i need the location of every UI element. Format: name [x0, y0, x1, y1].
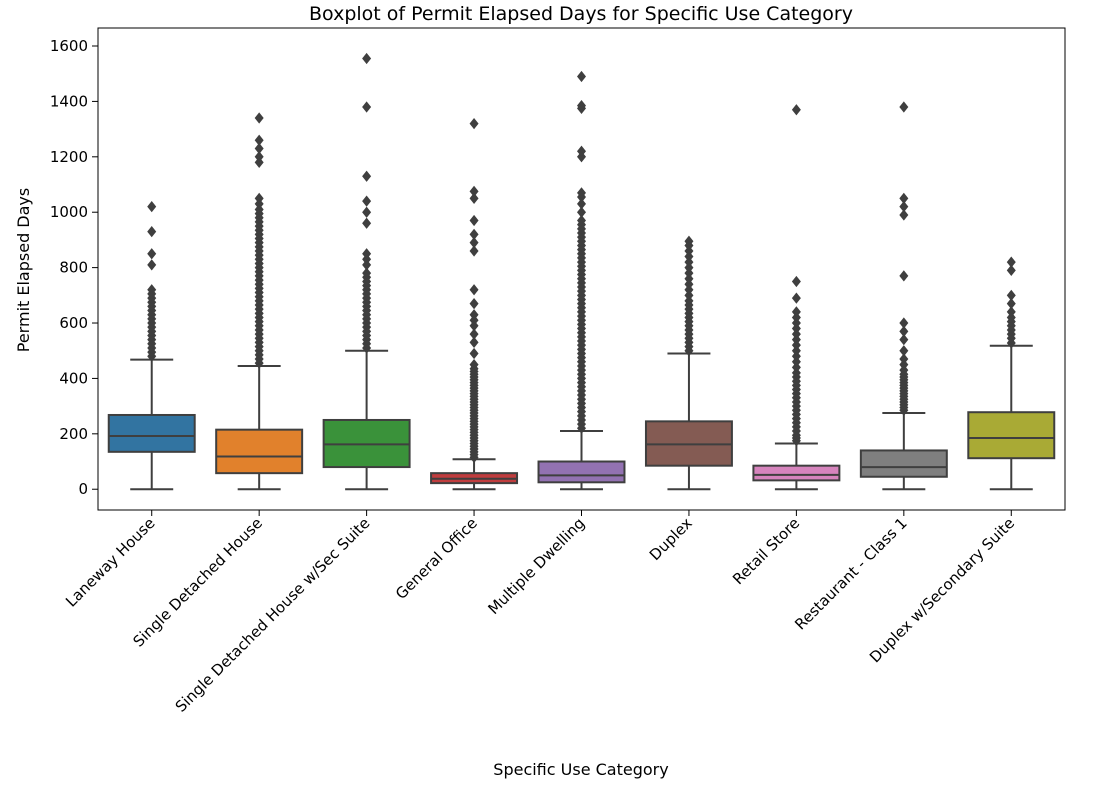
outlier-point [469, 185, 479, 198]
outlier-point [254, 142, 264, 155]
outlier-point [147, 248, 157, 260]
outlier-point [899, 209, 909, 221]
box-iqr [967, 411, 1056, 460]
outlier-point [791, 306, 801, 318]
y-tick-label: 1000 [50, 203, 88, 221]
outlier-point [577, 145, 586, 157]
outlier-point [577, 99, 586, 112]
outlier-point [899, 101, 909, 113]
box-group [322, 52, 411, 491]
outlier-point [469, 237, 479, 249]
box-group [967, 256, 1056, 491]
outlier-point [899, 270, 909, 282]
box-group [537, 70, 626, 491]
outlier-point [791, 292, 801, 304]
outlier-point [1006, 256, 1016, 268]
outlier-point [1006, 298, 1016, 310]
outlier-point [469, 245, 479, 257]
outlier-point [254, 134, 264, 146]
box-iqr [537, 460, 626, 484]
y-tick-label: 400 [59, 369, 88, 387]
outlier-point [577, 198, 586, 210]
outlier-point [469, 298, 479, 310]
outlier-point [362, 101, 372, 113]
x-tick-label: Single Detached House w/Sec Suite [172, 514, 374, 716]
box-group [215, 112, 304, 491]
x-axis-label: Specific Use Category [493, 760, 668, 779]
outlier-point [469, 214, 479, 227]
outlier-point [362, 195, 372, 207]
outlier-point [469, 192, 479, 204]
plot-area [107, 52, 1056, 491]
outlier-point [684, 235, 694, 247]
outlier-point [469, 358, 479, 371]
outlier-point [147, 201, 157, 213]
box-iqr [215, 428, 304, 475]
outlier-point [899, 345, 909, 357]
outlier-point [469, 336, 479, 349]
y-tick-label: 200 [59, 425, 88, 443]
y-tick-label: 1600 [50, 37, 88, 55]
box-group [859, 101, 948, 491]
outlier-point [362, 267, 372, 279]
y-axis: 0 200 400 600 800 1000 1200 1400 1600 [50, 37, 98, 498]
box-iqr [752, 464, 841, 482]
y-tick-label: 800 [59, 259, 88, 277]
outlier-point [899, 317, 909, 329]
outlier-point [791, 275, 801, 288]
box-group [644, 235, 733, 491]
outlier-point [147, 225, 157, 238]
box-group [430, 117, 519, 491]
box-iqr [107, 413, 196, 453]
chart-title: Boxplot of Permit Elapsed Days for Speci… [309, 3, 853, 25]
outlier-point [1006, 289, 1016, 301]
outlier-point [147, 284, 157, 296]
x-tick-label: Restaurant - Class 1 [791, 514, 910, 633]
box-group [752, 104, 841, 491]
outlier-point [362, 217, 372, 229]
outlier-point [899, 192, 909, 204]
outlier-point [469, 328, 479, 340]
outlier-point [899, 353, 909, 365]
outlier-point [899, 325, 909, 337]
y-axis-label: Permit Elapsed Days [14, 188, 33, 352]
y-tick-label: 600 [59, 314, 88, 332]
outlier-point [254, 192, 264, 204]
box-group [107, 201, 196, 491]
y-tick-label: 0 [78, 480, 88, 498]
x-tick-label: Multiple Dwelling [484, 514, 588, 618]
outlier-point [254, 112, 264, 124]
outlier-point [577, 214, 586, 227]
x-tick-label: Duplex [646, 514, 696, 564]
outlier-point [362, 248, 372, 260]
outlier-point [791, 104, 801, 116]
outlier-point [362, 52, 372, 65]
outlier-point [577, 70, 586, 83]
outlier-point [469, 228, 479, 240]
plot-frame [97, 27, 1066, 511]
outlier-point [469, 347, 479, 360]
y-tick-label: 1200 [50, 148, 88, 166]
outlier-point [899, 201, 909, 213]
x-tick-label: Retail Store [729, 514, 803, 588]
x-tick-label: Laneway House [62, 514, 158, 610]
outlier-point [469, 309, 479, 321]
outlier-point [362, 206, 372, 218]
outlier-point [577, 206, 586, 218]
box-iqr [859, 449, 948, 478]
outlier-point [1006, 306, 1016, 318]
outlier-point [147, 259, 157, 271]
outlier-point [899, 334, 909, 346]
x-tick-label: General Office [392, 514, 481, 603]
outlier-point [469, 117, 479, 130]
outlier-point [362, 170, 372, 182]
outlier-point [577, 187, 586, 199]
outlier-point [469, 284, 479, 296]
outlier-point [254, 151, 264, 163]
outlier-point [1006, 264, 1016, 277]
y-tick-label: 1400 [50, 92, 88, 110]
